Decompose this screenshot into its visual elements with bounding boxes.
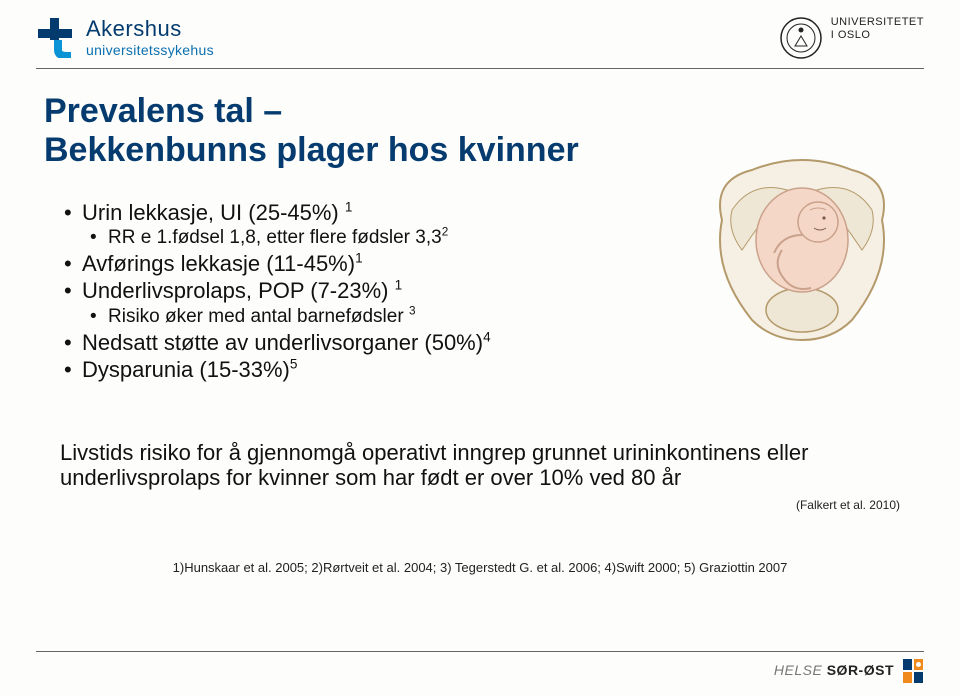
uio-line1: UNIVERSITETET [831, 16, 924, 29]
uio-line2: I OSLO [831, 29, 924, 42]
bullet-5: Dysparunia (15-33%)5 [64, 357, 584, 382]
footer-divider [36, 651, 924, 652]
bullet-4: Nedsatt støtte av underlivsorganer (50%)… [64, 330, 584, 355]
title-line1: Prevalens tal – [44, 92, 282, 130]
pelvis-fetus-illustration-icon [692, 140, 912, 380]
bullet-list: Urin lekkasje, UI (25-45%) 1 RR e 1.føds… [64, 200, 584, 384]
bullet-3-sub: Risiko øker med antal barnefødsler 3 [90, 306, 584, 328]
bullet-1: Urin lekkasje, UI (25-45%) 1 [64, 200, 584, 225]
footer-label: HELSE SØR-ØST [774, 662, 894, 680]
bullet-2: Avførings lekkasje (11-45%)1 [64, 251, 584, 276]
slide-title: Prevalens tal – Bekkenbunns plager hos k… [44, 92, 680, 170]
lifetime-risk-paragraph: Livstids risiko for å gjennomgå operativ… [60, 440, 900, 491]
paragraph-citation: (Falkert et al. 2010) [796, 498, 900, 512]
footer: HELSE SØR-ØST [774, 658, 924, 684]
slide: Akershus universitetssykehus UNIVERSITET… [0, 0, 960, 696]
helse-sorost-icon [902, 658, 924, 684]
logo-akershus: Akershus universitetssykehus [36, 16, 214, 58]
title-line2: Bekkenbunns plager hos kvinner [44, 131, 579, 169]
bullet-1-sub: RR e 1.fødsel 1,8, etter flere fødsler 3… [90, 227, 584, 249]
header-divider [36, 68, 924, 69]
header: Akershus universitetssykehus UNIVERSITET… [36, 16, 924, 60]
logo-uio: UNIVERSITETET I OSLO [779, 16, 924, 60]
logo-akershus-mark-icon [36, 16, 78, 58]
logo-line2: universitetssykehus [86, 42, 214, 58]
uio-seal-icon [779, 16, 823, 60]
logo-line1: Akershus [86, 16, 214, 42]
references-line: 1)Hunskaar et al. 2005; 2)Rørtveit et al… [0, 560, 960, 575]
bullet-3: Underlivsprolaps, POP (7-23%) 1 [64, 278, 584, 303]
logo-akershus-text: Akershus universitetssykehus [86, 16, 214, 58]
uio-text: UNIVERSITETET I OSLO [831, 16, 924, 42]
